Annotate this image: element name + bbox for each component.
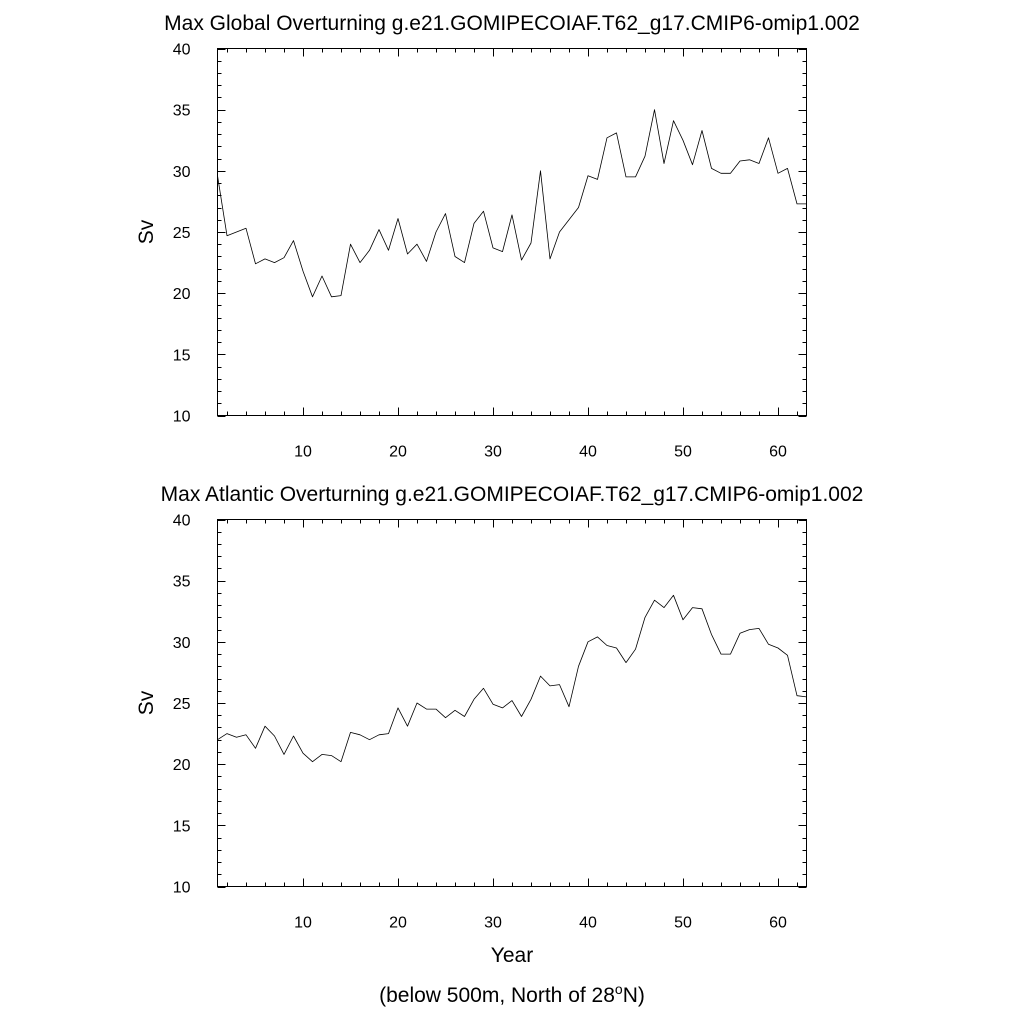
footnote-suffix: N) (623, 984, 645, 1007)
atlantic-overturning-line (217, 594, 807, 763)
y-tick-label: 25 (173, 696, 191, 713)
x-tick-label: 40 (579, 444, 597, 461)
x-tick-label: 30 (484, 444, 502, 461)
footnote-prefix: (below 500m, North of 28 (379, 984, 615, 1007)
global-chart-title: Max Global Overturning g.e21.GOMIPECOIAF… (164, 12, 860, 35)
x-tick-label: 10 (294, 915, 312, 932)
y-tick-label: 15 (173, 347, 191, 364)
footnote: (below 500m, North of 28oN) (379, 981, 645, 1007)
y-tick-label: 20 (173, 286, 191, 303)
y-tick-label: 35 (173, 574, 191, 591)
atlantic-y-tick-labels: 10 15 20 25 30 35 40 (173, 513, 191, 897)
atlantic-plot-frame (217, 519, 807, 887)
y-tick-label: 20 (173, 757, 191, 774)
footnote-degree-superscript: o (615, 981, 623, 997)
y-tick-label: 30 (173, 635, 191, 652)
y-tick-label: 15 (173, 818, 191, 835)
y-tick-label: 40 (173, 42, 191, 59)
y-tick-label: 40 (173, 513, 191, 530)
global-x-tick-labels: 10 20 30 40 50 60 (294, 444, 787, 461)
x-axis-label: Year (491, 944, 533, 967)
x-tick-label: 50 (674, 444, 692, 461)
y-tick-label: 10 (173, 409, 191, 426)
x-tick-label: 30 (484, 915, 502, 932)
atlantic-x-tick-labels: 10 20 30 40 50 60 (294, 915, 787, 932)
y-tick-label: 30 (173, 164, 191, 181)
x-tick-label: 50 (674, 915, 692, 932)
atlantic-y-axis-label: Sv (135, 690, 158, 715)
global-plot-frame (217, 48, 807, 416)
x-tick-label: 40 (579, 915, 597, 932)
global-overturning-chart: Max Global Overturning g.e21.GOMIPECOIAF… (135, 12, 860, 461)
global-y-tick-labels: 10 15 20 25 30 35 40 (173, 42, 191, 426)
global-axis-ticks (217, 48, 807, 417)
x-tick-label: 60 (769, 915, 787, 932)
x-tick-label: 10 (294, 444, 312, 461)
atlantic-chart-title: Max Atlantic Overturning g.e21.GOMIPECOI… (161, 483, 864, 506)
x-tick-label: 20 (389, 915, 407, 932)
x-tick-label: 60 (769, 444, 787, 461)
y-tick-label: 25 (173, 225, 191, 242)
x-tick-label: 20 (389, 444, 407, 461)
atlantic-overturning-chart: Max Atlantic Overturning g.e21.GOMIPECOI… (135, 483, 863, 967)
global-overturning-line (217, 109, 807, 298)
y-tick-label: 10 (173, 880, 191, 897)
atlantic-axis-ticks (217, 519, 807, 888)
global-y-axis-label: Sv (135, 219, 158, 244)
y-tick-label: 35 (173, 103, 191, 120)
